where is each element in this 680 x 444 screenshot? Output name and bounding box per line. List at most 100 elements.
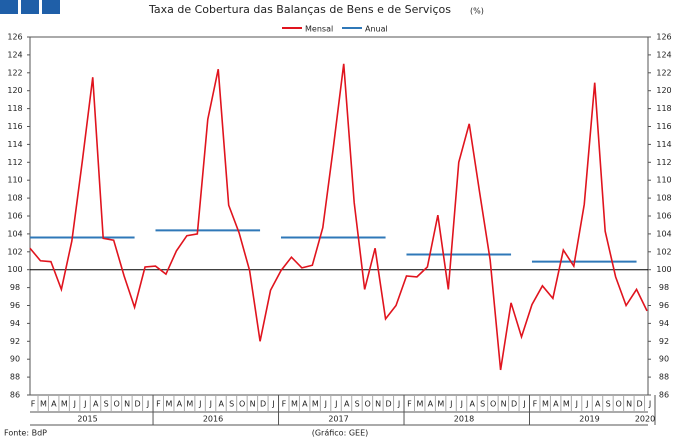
year-label: 2020 — [635, 415, 655, 424]
y2-tick-label: 116 — [656, 122, 671, 131]
y-tick-label: 120 — [7, 86, 22, 95]
x-tick-label: M — [416, 400, 423, 409]
x-tick-label: F — [533, 400, 538, 409]
logo — [21, 0, 39, 14]
y-tick-label: 94 — [10, 319, 20, 328]
y-tick-label: 108 — [7, 194, 22, 203]
legend-label: Mensal — [305, 25, 333, 34]
y-tick-label: 122 — [7, 68, 22, 77]
y2-tick-label: 90 — [659, 355, 669, 364]
x-tick-label: D — [511, 400, 517, 409]
x-tick-label: S — [355, 400, 360, 409]
x-tick-label: J — [334, 400, 337, 409]
logo — [42, 0, 60, 14]
x-tick-label: M — [542, 400, 549, 409]
x-tick-label: D — [385, 400, 391, 409]
x-tick-label: N — [124, 400, 130, 409]
y-tick-label: 96 — [10, 301, 20, 310]
x-tick-label: M — [186, 400, 193, 409]
x-tick-label: A — [595, 400, 601, 409]
x-tick-label: A — [553, 400, 559, 409]
year-label: 2018 — [454, 415, 474, 424]
y2-tick-label: 88 — [659, 373, 669, 382]
y-tick-label: 102 — [7, 247, 22, 256]
x-tick-label: A — [302, 400, 308, 409]
x-tick-label: M — [291, 400, 298, 409]
y2-tick-label: 98 — [659, 283, 669, 292]
x-tick-label: O — [615, 400, 621, 409]
y-tick-label: 126 — [7, 33, 22, 42]
y2-tick-label: 120 — [656, 86, 671, 95]
x-tick-label: J — [397, 400, 400, 409]
y-tick-label: 110 — [7, 176, 22, 185]
x-tick-label: F — [156, 400, 161, 409]
x-tick-label: N — [250, 400, 256, 409]
x-tick-label: A — [51, 400, 57, 409]
x-tick-label: M — [312, 400, 319, 409]
y2-tick-label: 124 — [656, 50, 671, 59]
legend-label: Anual — [365, 25, 388, 34]
x-tick-label: A — [177, 400, 183, 409]
x-tick-label: O — [239, 400, 245, 409]
x-tick-label: F — [407, 400, 412, 409]
x-tick-label: J — [449, 400, 452, 409]
x-tick-label: J — [83, 400, 86, 409]
x-tick-label: J — [198, 400, 201, 409]
title-unit: (%) — [470, 7, 484, 16]
y-tick-label: 100 — [7, 265, 22, 274]
y2-tick-label: 96 — [659, 301, 669, 310]
y-tick-label: 90 — [10, 355, 20, 364]
x-tick-label: F — [282, 400, 287, 409]
y2-tick-label: 108 — [656, 194, 671, 203]
x-tick-label: J — [522, 400, 525, 409]
y2-tick-label: 86 — [659, 391, 669, 400]
x-tick-label: N — [501, 400, 507, 409]
y2-tick-label: 104 — [656, 229, 671, 238]
y-tick-label: 124 — [7, 50, 22, 59]
x-tick-label: A — [428, 400, 434, 409]
x-tick-label: A — [218, 400, 224, 409]
x-tick-label: A — [469, 400, 475, 409]
x-tick-label: J — [324, 400, 327, 409]
x-tick-label: A — [344, 400, 350, 409]
y2-tick-label: 100 — [656, 265, 671, 274]
x-tick-label: A — [93, 400, 99, 409]
y-tick-label: 92 — [10, 337, 20, 346]
x-tick-label: J — [648, 400, 651, 409]
x-tick-label: S — [606, 400, 611, 409]
x-tick-label: D — [260, 400, 266, 409]
x-tick-label: S — [104, 400, 109, 409]
y-tick-label: 114 — [7, 140, 22, 149]
x-tick-label: M — [563, 400, 570, 409]
x-tick-label: M — [40, 400, 47, 409]
y2-tick-label: 112 — [656, 158, 671, 167]
x-tick-label: J — [585, 400, 588, 409]
x-tick-label: M — [437, 400, 444, 409]
y2-tick-label: 118 — [656, 104, 671, 113]
chart-title: Taxa de Cobertura das Balanças de Bens e… — [148, 3, 451, 16]
y2-tick-label: 110 — [656, 176, 671, 185]
x-tick-label: S — [480, 400, 485, 409]
y2-tick-label: 122 — [656, 68, 671, 77]
y-tick-label: 116 — [7, 122, 22, 131]
y2-tick-label: 92 — [659, 337, 669, 346]
y-tick-label: 118 — [7, 104, 22, 113]
x-tick-label: J — [271, 400, 274, 409]
x-tick-label: J — [460, 400, 463, 409]
x-tick-label: O — [114, 400, 120, 409]
year-label: 2017 — [328, 415, 348, 424]
y2-tick-label: 126 — [656, 33, 671, 42]
y2-tick-label: 106 — [656, 212, 671, 221]
y-tick-label: 112 — [7, 158, 22, 167]
x-tick-label: O — [364, 400, 370, 409]
y-tick-label: 104 — [7, 229, 22, 238]
x-tick-label: J — [209, 400, 212, 409]
line-series — [29, 63, 648, 371]
x-tick-label: F — [31, 400, 36, 409]
credit: (Gráfico: GEE) — [312, 429, 369, 438]
x-tick-label: J — [575, 400, 578, 409]
x-tick-label: S — [229, 400, 234, 409]
y2-tick-label: 102 — [656, 247, 671, 256]
plot-frame — [29, 36, 649, 396]
